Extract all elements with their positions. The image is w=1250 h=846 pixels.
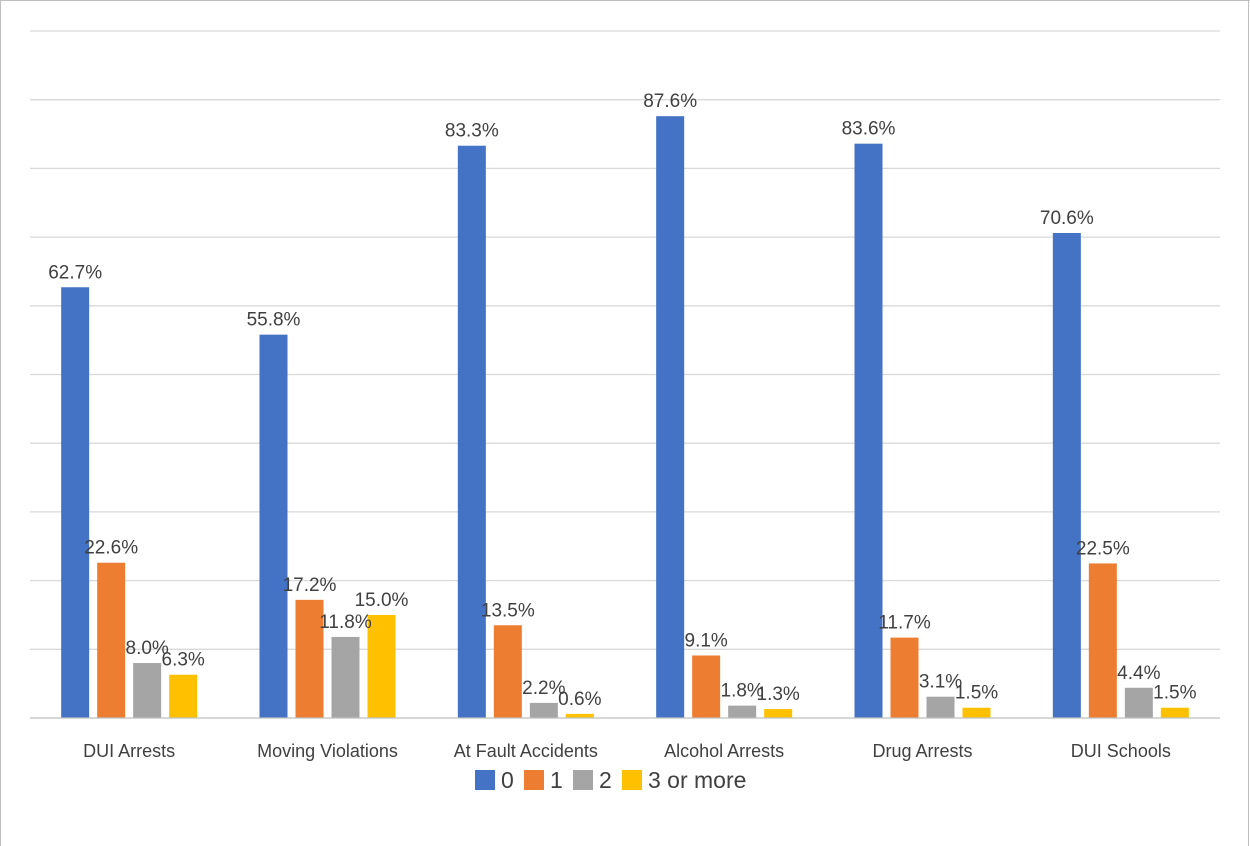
data-label: 83.6% [842, 119, 896, 140]
legend-label: 3 or more [648, 767, 746, 793]
data-label: 9.1% [685, 630, 728, 651]
legend-label: 0 [501, 767, 514, 793]
bar-3-or-more-at-fault-accidents [565, 713, 594, 718]
x-tick-label: Moving Violations [257, 741, 398, 761]
data-label: 6.3% [162, 650, 205, 671]
data-label: 22.6% [84, 538, 138, 559]
data-label: 11.7% [878, 613, 931, 634]
bar-0-moving-violations [259, 334, 288, 718]
bar-3-or-more-moving-violations [367, 614, 396, 718]
bar-0-alcohol-arrests [656, 116, 685, 719]
bar-2-dui-arrests [133, 663, 162, 718]
bar-0-at-fault-accidents [457, 145, 486, 718]
x-tick-label: Drug Arrests [872, 741, 972, 761]
data-label: 2.2% [522, 678, 565, 699]
bar-3-or-more-dui-arrests [169, 674, 198, 718]
data-label: 1.5% [955, 683, 998, 704]
x-tick-label: At Fault Accidents [454, 741, 598, 761]
data-label: 87.6% [643, 91, 697, 112]
bar-2-moving-violations [331, 636, 360, 718]
data-label: 4.4% [1117, 663, 1160, 684]
legend-swatch [475, 770, 495, 790]
data-label: 17.2% [283, 575, 337, 596]
data-labels: 62.7% 22.6% 8.0%6.3% 55.8% 17.2% 11.8%15.0% 83… [48, 91, 1196, 710]
data-label: 1.8% [721, 681, 764, 702]
bar-3-or-more-drug-arrests [962, 707, 991, 718]
data-label: 22.5% [1076, 538, 1130, 559]
gridlines [30, 30, 1220, 650]
legend: 0 1 2 3 or more [475, 767, 746, 793]
bar-0-dui-arrests [61, 287, 90, 718]
x-tick-label: DUI Schools [1071, 741, 1171, 761]
x-tick-label: DUI Arrests [83, 741, 175, 761]
bars [61, 116, 1189, 719]
bar-2-drug-arrests [926, 696, 955, 718]
data-label: 8.0% [126, 638, 169, 659]
legend-label: 2 [599, 767, 612, 793]
bar-0-drug-arrests [854, 143, 883, 719]
data-label: 13.5% [481, 600, 535, 621]
data-label: 55.8% [247, 310, 301, 331]
bar-1-dui-arrests [97, 562, 126, 718]
legend-swatch [622, 770, 642, 790]
bar-2-dui-schools [1124, 687, 1153, 718]
data-label: 11.8% [319, 612, 372, 633]
bar-1-moving-violations [295, 599, 324, 718]
bar-3-or-more-alcohol-arrests [764, 709, 793, 718]
bar-2-alcohol-arrests [728, 705, 757, 718]
legend-label: 1 [550, 767, 563, 793]
data-label: 0.6% [558, 689, 601, 710]
bar-1-at-fault-accidents [493, 625, 522, 718]
legend-swatch [524, 770, 544, 790]
data-label: 70.6% [1040, 208, 1094, 229]
x-tick-label: Alcohol Arrests [664, 741, 784, 761]
bar-1-dui-schools [1088, 563, 1117, 718]
legend-swatch [573, 770, 593, 790]
bar-1-drug-arrests [890, 637, 919, 718]
bar-1-alcohol-arrests [692, 655, 721, 718]
data-label: 83.3% [445, 121, 499, 142]
data-label: 1.5% [1153, 683, 1196, 704]
data-label: 62.7% [48, 262, 102, 283]
data-label: 15.0% [355, 590, 409, 611]
data-label: 1.3% [757, 684, 800, 705]
x-axis: DUI Arrests Moving Violations At Fault Acc… [30, 717, 1220, 761]
bar-3-or-more-dui-schools [1160, 707, 1189, 718]
bar-0-dui-schools [1052, 232, 1081, 718]
data-label: 3.1% [919, 672, 962, 693]
bar-2-at-fault-accidents [529, 702, 558, 718]
